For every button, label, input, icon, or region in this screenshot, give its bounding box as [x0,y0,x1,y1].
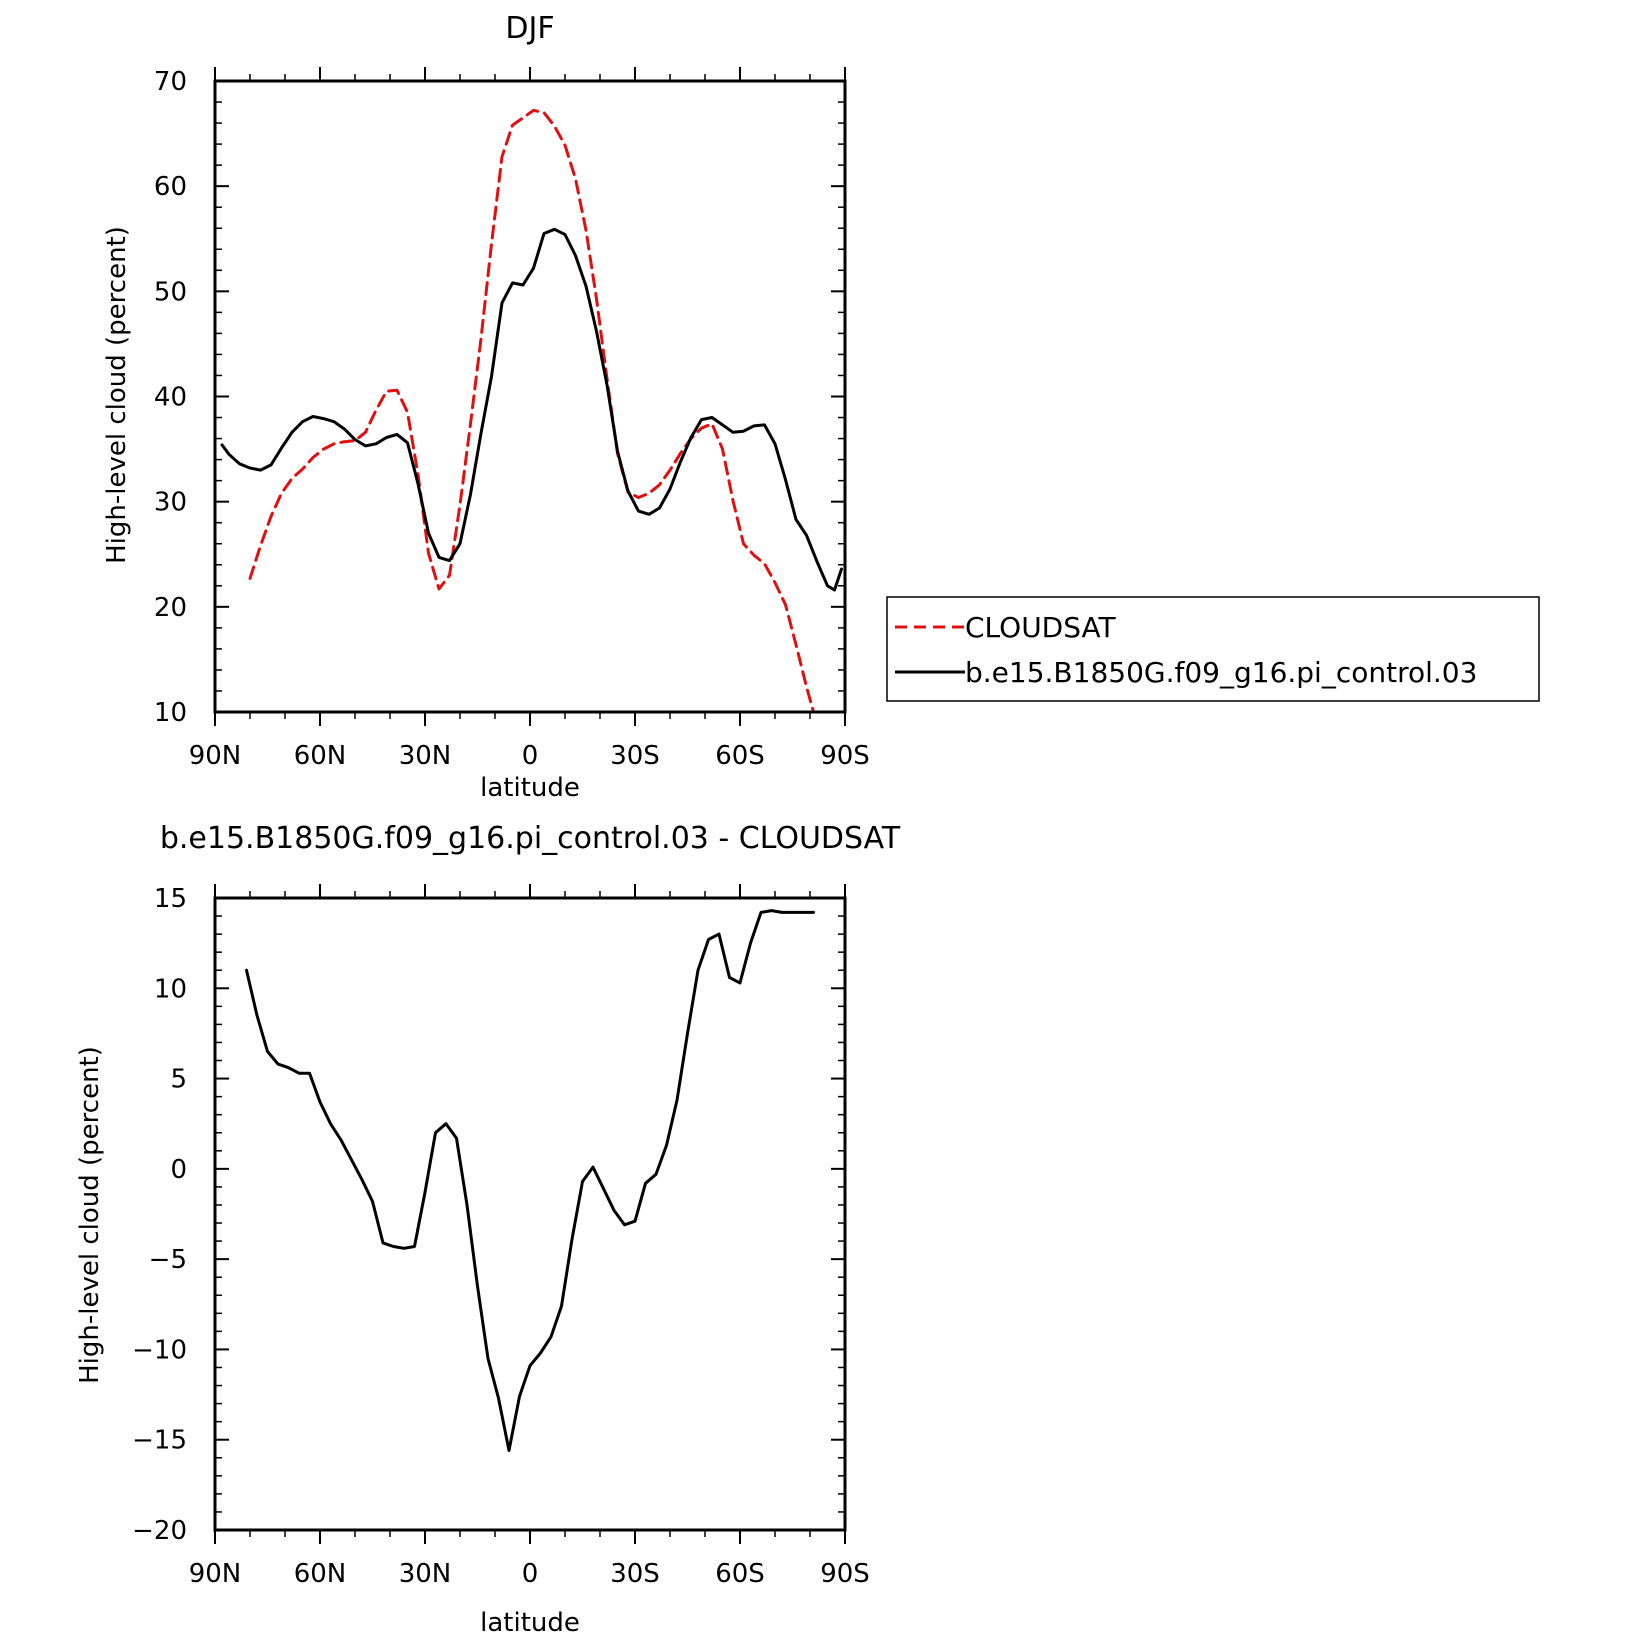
chart-djf: DJF High-level cloud (percent) latitude … [102,11,870,803]
x-axis-label: latitude [480,773,580,803]
x-tick-label: 60N [294,1559,347,1589]
chart-title: DJF [505,11,554,46]
x-tick-label: 60S [715,1559,765,1589]
x-tick-label: 90N [189,741,242,771]
y-tick-label: −20 [132,1516,187,1546]
plot-frame [213,79,847,714]
legend-box [886,596,1540,702]
y-tick-label: 40 [154,383,187,413]
y-tick-label: 50 [154,277,187,307]
y-tick-label: 15 [154,884,187,914]
x-tick-label: 30S [610,741,660,771]
chart-title: b.e15.B1850G.f09_g16.pi_control.03 - CLO… [160,821,901,856]
y-axis-label: High-level cloud (percent) [75,1046,105,1384]
x-tick-label: 90N [189,1559,242,1589]
x-axis-label: latitude [480,1608,580,1638]
axis-ticks: 10 20 30 40 50 60 70 90N 60N 30N 0 30S 60S 90S [154,67,870,771]
series-group [220,108,843,714]
y-tick-label: −15 [132,1426,187,1456]
chart-difference: b.e15.B1850G.f09_g16.pi_control.03 - CLO… [75,821,901,1638]
y-tick-label: −5 [149,1245,187,1275]
y-tick-label: 70 [154,67,187,97]
x-tick-label: 60S [715,741,765,771]
series-group [245,909,815,1452]
y-tick-label: 0 [170,1155,187,1185]
y-tick-label: 5 [170,1065,187,1095]
y-axis-label: High-level cloud (percent) [102,226,132,564]
series-line-b-e15-b1850g-f09-g16-pi-control-03 [220,227,843,592]
y-tick-label: 30 [154,488,187,518]
y-tick-label: 10 [154,698,187,728]
series-line-cloudsat [248,108,815,714]
x-tick-label: 30N [399,741,452,771]
x-tick-label: 30S [610,1559,660,1589]
y-tick-label: 20 [154,593,187,623]
x-tick-label: 90S [820,1559,870,1589]
y-tick-label: 10 [154,974,187,1004]
x-tick-label: 0 [522,1559,539,1589]
x-tick-label: 0 [522,741,539,771]
plot-frame [213,896,847,1532]
y-tick-label: −10 [132,1335,187,1365]
legend: CLOUDSAT b.e15.B1850G.f09_g16.pi_control… [886,596,1540,702]
legend-label-model: b.e15.B1850G.f09_g16.pi_control.03 [965,656,1477,689]
axis-ticks: −20 −15 −10 −5 0 5 10 15 90N 60N 30N 0 30S 60S 90S [132,884,870,1589]
y-tick-label: 60 [154,172,187,202]
x-tick-label: 30N [399,1559,452,1589]
legend-label-cloudsat: CLOUDSAT [965,611,1117,644]
x-tick-label: 60N [294,741,347,771]
x-tick-label: 90S [820,741,870,771]
series-line-difference [245,909,815,1452]
